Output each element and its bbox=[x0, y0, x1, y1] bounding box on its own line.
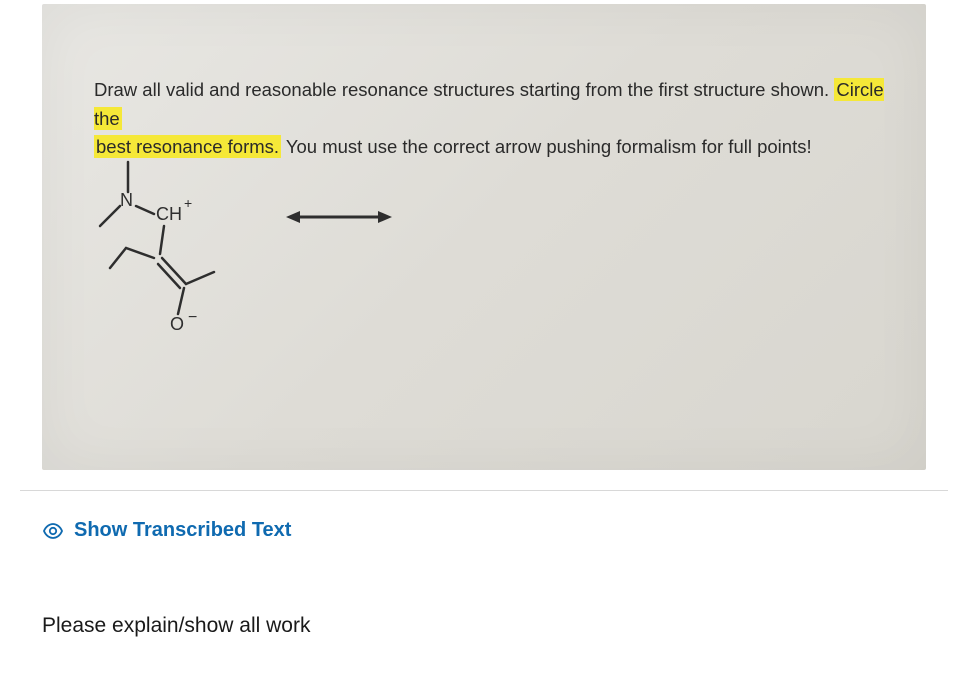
section-divider bbox=[20, 490, 948, 491]
atom-n-label: N bbox=[120, 190, 133, 210]
question-text-1: Draw all valid and reasonable resonance … bbox=[94, 79, 834, 100]
charge-minus-label: − bbox=[188, 309, 197, 326]
question-text-2: You must use the correct arrow pushing f… bbox=[281, 136, 812, 157]
page-frame: Draw all valid and reasonable resonance … bbox=[0, 4, 968, 638]
resonance-arrow bbox=[284, 202, 394, 232]
show-transcribed-label: Show Transcribed Text bbox=[74, 519, 291, 542]
atom-o-label: O bbox=[170, 314, 184, 334]
atom-ch-label: CH bbox=[156, 204, 182, 224]
user-note-text: Please explain/show all work bbox=[42, 614, 948, 638]
chemical-structure: N CH + O − bbox=[90, 154, 240, 344]
question-text-block: Draw all valid and reasonable resonance … bbox=[94, 76, 896, 162]
question-image: Draw all valid and reasonable resonance … bbox=[42, 4, 926, 470]
charge-plus-label: + bbox=[184, 195, 192, 211]
show-transcribed-button[interactable]: Show Transcribed Text bbox=[42, 519, 948, 542]
transcribe-icon bbox=[42, 523, 64, 539]
